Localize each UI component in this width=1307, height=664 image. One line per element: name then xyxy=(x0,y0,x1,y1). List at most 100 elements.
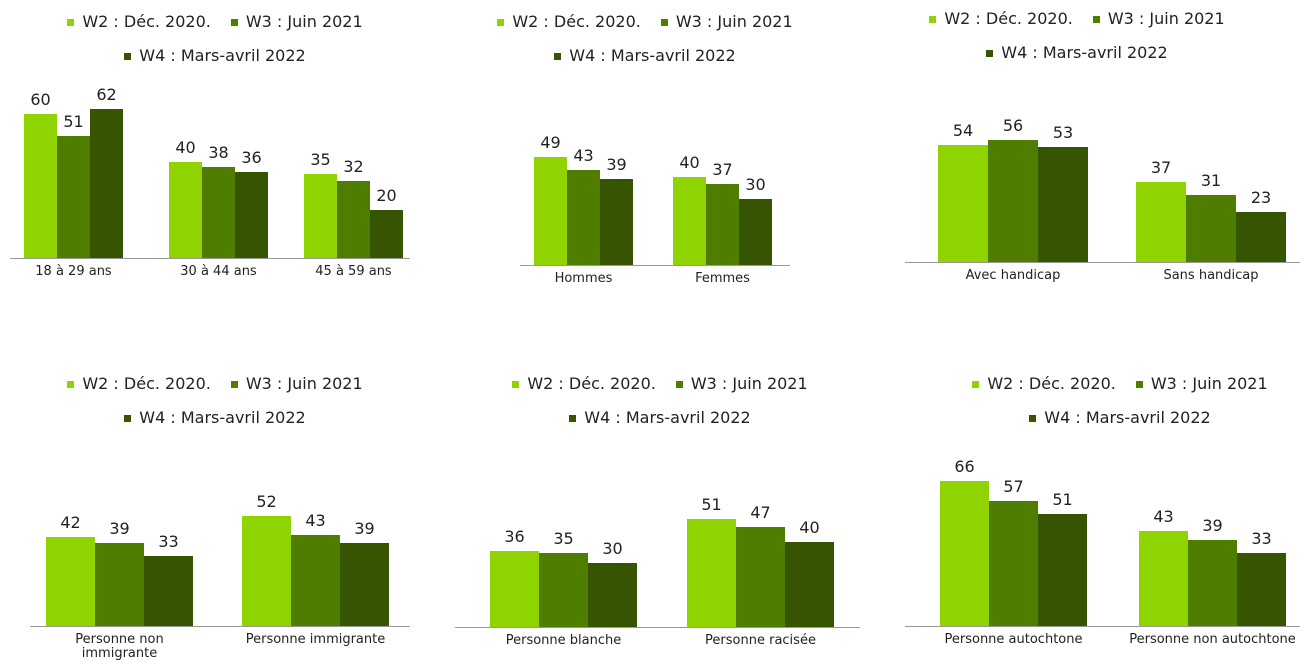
bar xyxy=(242,515,291,626)
bar xyxy=(1236,212,1286,262)
value-label: 33 xyxy=(1251,529,1272,549)
bar xyxy=(739,199,772,265)
category-label: Sans handicap xyxy=(1163,268,1259,283)
bar xyxy=(46,536,95,626)
value-label: 35 xyxy=(310,150,331,169)
legend-item: W3 : Juin 2021 xyxy=(675,373,808,395)
legend: W2 : Déc. 2020. W3 : Juin 2021 W4 : Mars-a… xyxy=(475,11,815,67)
category-label: Hommes xyxy=(554,271,613,286)
bar xyxy=(673,177,706,265)
bar xyxy=(1136,181,1186,262)
value-label: 66 xyxy=(954,456,975,476)
legend-label: W3 : Juin 2021 xyxy=(245,374,363,393)
bar xyxy=(1139,531,1188,626)
bar xyxy=(989,500,1038,626)
value-label: 62 xyxy=(96,85,117,105)
value-label: 49 xyxy=(540,133,561,153)
legend-swatch xyxy=(124,52,132,60)
bar xyxy=(938,144,988,262)
bar xyxy=(235,171,268,258)
legend-label: W4 : Mars-avril 2022 xyxy=(1001,43,1168,62)
legend: W2 : Déc. 2020. W3 : Juin 2021 W4 : Mars-a… xyxy=(45,373,385,429)
bar xyxy=(1237,553,1286,626)
legend-item: W2 : Déc. 2020. xyxy=(67,11,211,33)
axis-line xyxy=(905,626,1300,627)
legend-label: W3 : Juin 2021 xyxy=(1107,9,1225,28)
bar xyxy=(169,162,202,258)
axis-line xyxy=(455,627,860,628)
legend-item: W2 : Déc. 2020. xyxy=(67,373,211,395)
bar xyxy=(687,518,736,627)
legend-swatch xyxy=(124,414,132,422)
bar xyxy=(940,480,989,626)
legend-swatch xyxy=(1135,380,1143,388)
legend-item: W4 : Mars-avril 2022 xyxy=(124,45,306,67)
value-label: 60 xyxy=(30,90,51,109)
value-label: 43 xyxy=(305,510,326,530)
legend-label: W2 : Déc. 2020. xyxy=(82,12,211,31)
legend-swatch xyxy=(230,18,238,26)
legend-swatch xyxy=(972,380,980,388)
category-label: Personne non immigrante xyxy=(75,632,164,661)
bar xyxy=(539,552,588,627)
legend-item: W4 : Mars-avril 2022 xyxy=(1029,407,1211,429)
value-label: 51 xyxy=(63,111,84,131)
legend-label: W2 : Déc. 2020. xyxy=(527,374,656,393)
bar xyxy=(90,109,123,258)
legend-swatch xyxy=(67,18,75,26)
legend-item: W3 : Juin 2021 xyxy=(1135,373,1268,395)
legend-label: W3 : Juin 2021 xyxy=(675,12,793,31)
legend-swatch xyxy=(929,15,937,23)
bar xyxy=(706,183,739,265)
legend-label: W4 : Mars-avril 2022 xyxy=(139,46,306,65)
category-label: 30 à 44 ans xyxy=(180,264,257,279)
bar xyxy=(95,543,144,626)
value-label: 51 xyxy=(701,494,722,514)
legend-item: W4 : Mars-avril 2022 xyxy=(554,45,736,67)
value-label: 51 xyxy=(1052,489,1073,509)
bar xyxy=(1188,540,1237,626)
legend: W2 : Déc. 2020. W3 : Juin 2021 W4 : Mars-a… xyxy=(950,373,1290,429)
legend-item: W4 : Mars-avril 2022 xyxy=(569,407,751,429)
legend-swatch xyxy=(67,380,75,388)
legend-label: W3 : Juin 2021 xyxy=(245,12,363,31)
value-label: 42 xyxy=(60,512,81,532)
value-label: 43 xyxy=(573,146,594,166)
legend-item: W2 : Déc. 2020. xyxy=(972,373,1116,395)
value-label: 36 xyxy=(504,526,525,546)
bar xyxy=(785,542,834,627)
category-label: Avec handicap xyxy=(965,268,1061,283)
value-label: 39 xyxy=(1202,516,1223,536)
legend: W2 : Déc. 2020. W3 : Juin 2021 W4 : Mars-a… xyxy=(45,11,385,67)
bar xyxy=(340,543,389,626)
legend-item: W3 : Juin 2021 xyxy=(230,373,363,395)
value-label: 39 xyxy=(606,155,627,175)
legend-label: W2 : Déc. 2020. xyxy=(944,9,1073,28)
axis-line xyxy=(905,262,1300,263)
legend-item: W4 : Mars-avril 2022 xyxy=(124,407,306,429)
category-label: Femmes xyxy=(695,271,750,286)
bar xyxy=(567,170,600,265)
value-label: 33 xyxy=(158,532,179,552)
value-label: 43 xyxy=(1153,507,1174,527)
category-label: Personne immigrante xyxy=(245,632,386,647)
axis-line xyxy=(520,265,790,266)
bar xyxy=(304,174,337,258)
legend-label: W4 : Mars-avril 2022 xyxy=(569,46,736,65)
bar xyxy=(988,140,1038,262)
legend-swatch xyxy=(569,414,577,422)
value-label: 23 xyxy=(1250,188,1272,208)
legend-label: W4 : Mars-avril 2022 xyxy=(1044,408,1211,427)
axis-line xyxy=(30,626,410,627)
bar xyxy=(490,550,539,627)
category-label: 45 à 59 ans xyxy=(315,264,392,279)
legend-label: W3 : Juin 2021 xyxy=(1150,374,1268,393)
value-label: 40 xyxy=(175,138,196,157)
legend-swatch xyxy=(675,380,683,388)
value-label: 30 xyxy=(745,175,766,194)
legend-label: W4 : Mars-avril 2022 xyxy=(139,408,306,427)
value-label: 36 xyxy=(241,147,262,167)
legend: W2 : Déc. 2020. W3 : Juin 2021 W4 : Mars-a… xyxy=(490,373,830,429)
legend-swatch xyxy=(230,380,238,388)
